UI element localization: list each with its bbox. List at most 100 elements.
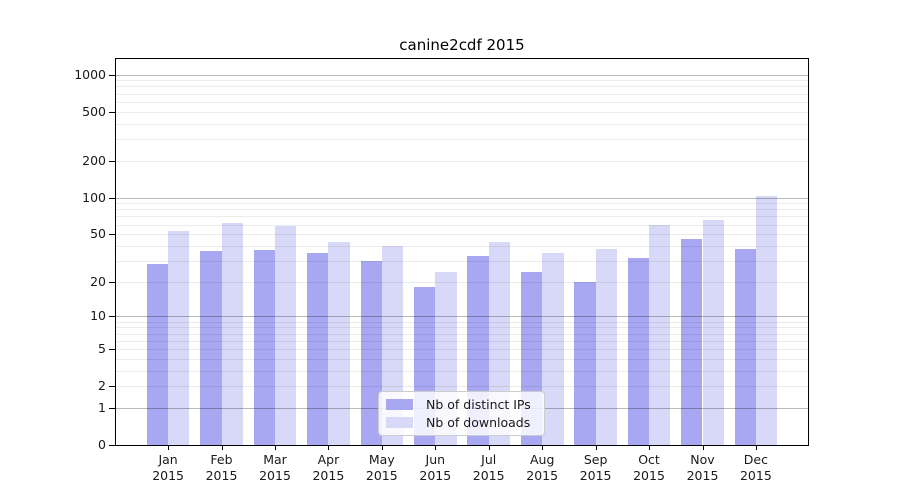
bar-distinct-ips-jan	[146, 264, 169, 445]
legend-swatch-downloads-icon	[386, 417, 413, 428]
legend-entry-distinct-ips: Nb of distinct IPs	[386, 397, 536, 412]
x-tick-label: Aug 2015	[526, 452, 559, 483]
x-tick	[649, 446, 650, 450]
x-tick-label: Jul 2015	[472, 452, 505, 483]
gridline-minor	[116, 281, 808, 283]
x-tick	[488, 446, 490, 450]
bars-layer	[116, 59, 808, 445]
x-tick	[595, 446, 597, 450]
y-tick-label: 2	[98, 378, 106, 394]
gridline-minor	[116, 370, 808, 372]
y-tick-label: 1000	[74, 66, 106, 82]
y-tick-label: 100	[82, 189, 106, 205]
y-tick-label: 10	[90, 308, 106, 324]
grid-layer	[116, 59, 808, 445]
gridline-minor	[116, 203, 808, 205]
x-tick-label: Jan 2015	[152, 452, 184, 483]
bar-downloads-apr	[328, 242, 350, 445]
y-tick	[109, 160, 115, 162]
gridline-minor	[116, 160, 808, 162]
y-tick-label: 0	[98, 437, 106, 452]
x-tick	[542, 446, 544, 450]
legend-entry-downloads: Nb of downloads	[386, 415, 536, 430]
gridline-minor	[116, 101, 808, 103]
y-tick	[109, 445, 115, 446]
bar-downloads-jan	[168, 231, 190, 445]
y-tick-label: 500	[82, 103, 106, 119]
bar-downloads-oct	[649, 224, 671, 445]
y-tick	[109, 234, 115, 236]
legend-label-distinct-ips: Nb of distinct IPs	[426, 397, 531, 412]
gridline-minor	[116, 348, 808, 350]
y-tick-label: 1	[98, 399, 106, 415]
bar-distinct-ips-dec	[734, 248, 756, 445]
x-tick-label: Feb 2015	[205, 452, 238, 483]
y-tick	[109, 348, 115, 350]
gridline-minor	[116, 138, 808, 140]
gridline-minor	[116, 80, 808, 82]
gridline-major	[116, 316, 808, 318]
legend: Nb of distinct IPs Nb of downloads	[378, 391, 545, 436]
x-tick	[702, 446, 704, 450]
bar-downloads-sep	[595, 248, 617, 445]
x-tick	[381, 446, 383, 450]
bar-downloads-aug	[542, 252, 564, 445]
gridline-minor	[116, 260, 808, 262]
gridline-minor	[116, 216, 808, 218]
x-tick	[275, 446, 276, 450]
gridline-minor	[116, 209, 808, 211]
y-tick-label: 20	[90, 273, 106, 289]
gridline-minor	[116, 224, 808, 226]
x-tick	[221, 446, 223, 450]
x-tick-label: Mar 2015	[259, 452, 291, 483]
gridline-minor	[116, 93, 808, 95]
gridline-minor	[116, 321, 808, 323]
bar-distinct-ips-sep	[574, 281, 596, 445]
bar-distinct-ips-nov	[681, 238, 703, 445]
gridline-major	[116, 197, 808, 199]
gridline-minor	[116, 340, 808, 342]
chart-title: canine2cdf 2015	[399, 36, 525, 54]
bar-downloads-mar	[275, 226, 297, 445]
x-tick-label: Sep 2015	[579, 452, 612, 483]
gridline-minor	[116, 123, 808, 125]
gridline-minor	[116, 111, 808, 113]
gridline-minor	[116, 245, 808, 247]
bar-distinct-ips-mar	[253, 249, 275, 445]
x-tick	[328, 446, 330, 450]
y-tick	[109, 316, 115, 318]
gridline-minor	[116, 327, 808, 329]
legend-label-downloads: Nb of downloads	[426, 415, 531, 430]
x-tick	[435, 446, 437, 450]
gridline-minor	[116, 234, 808, 236]
x-tick-label: Oct 2015	[633, 452, 665, 483]
y-tick-label: 50	[90, 226, 106, 242]
x-tick-label: Dec 2015	[739, 452, 772, 483]
x-tick	[755, 446, 757, 450]
y-tick	[109, 197, 115, 199]
x-tick-label: May 2015	[365, 452, 398, 483]
plot-area	[115, 58, 809, 446]
x-tick-label: Apr 2015	[312, 452, 345, 483]
x-tick	[168, 446, 170, 450]
gridline-minor	[116, 333, 808, 335]
y-tick	[109, 74, 115, 76]
y-tick-label: 200	[82, 152, 106, 168]
gridline-major	[116, 74, 808, 76]
bar-distinct-ips-oct	[627, 257, 650, 445]
y-tick	[109, 386, 115, 388]
bar-downloads-nov	[702, 219, 724, 445]
gridline-minor	[116, 386, 808, 388]
y-tick	[109, 407, 115, 409]
x-tick-label: Nov 2015	[686, 452, 719, 483]
y-tick	[109, 281, 115, 283]
bar-downloads-dec	[755, 196, 778, 445]
bar-downloads-feb	[221, 222, 243, 445]
bar-distinct-ips-feb	[200, 251, 222, 445]
gridline-minor	[116, 358, 808, 360]
bar-distinct-ips-apr	[307, 252, 329, 445]
y-tick-label: 5	[98, 340, 106, 356]
y-tick	[109, 111, 115, 113]
x-tick-label: Jun 2015	[419, 452, 452, 483]
